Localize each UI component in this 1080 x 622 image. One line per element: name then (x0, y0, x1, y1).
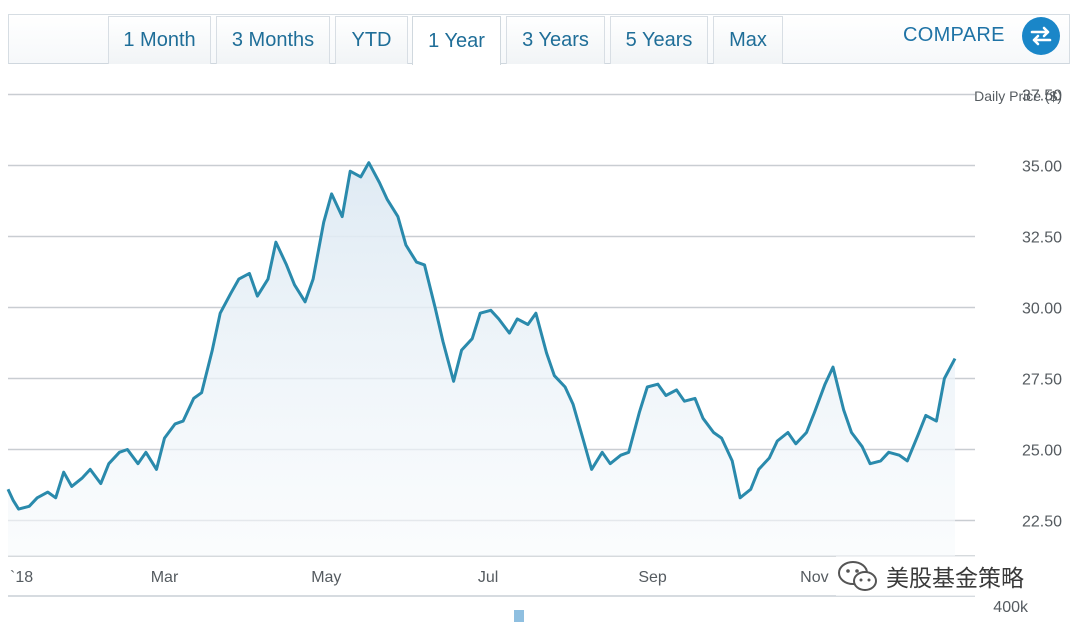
y-tick-label: 35.00 (1022, 159, 1062, 176)
price-area (8, 162, 955, 556)
tab-1-year[interactable]: 1 Year (412, 16, 501, 65)
x-tick-label: Nov (800, 569, 828, 586)
swap-arrows-icon[interactable] (1022, 17, 1060, 55)
tab-5-years[interactable]: 5 Years (610, 16, 708, 64)
x-tick-label: Sep (638, 569, 667, 586)
x-tick-label: Mar (151, 569, 179, 586)
y-tick-label: 30.00 (1022, 301, 1062, 318)
tab-3-years[interactable]: 3 Years (506, 16, 605, 64)
volume-axis-label: 400k (993, 599, 1029, 616)
watermark-text: 美股基金策略 (886, 566, 1024, 592)
tab-ytd[interactable]: YTD (335, 16, 408, 64)
y-tick-label: 27.50 (1022, 372, 1062, 389)
price-line (6, 161, 957, 511)
y-tick-label: 22.50 (1022, 514, 1062, 531)
watermark: 美股基金策略 (836, 556, 1024, 596)
x-tick-label: May (311, 569, 341, 586)
x-tick-label: `18 (10, 569, 33, 586)
y-axis-label: Daily Price ($) (974, 88, 1062, 104)
compare-button[interactable]: COMPARE (903, 24, 1005, 46)
wechat-icon (838, 561, 877, 591)
navigator-scroll-handle[interactable] (514, 610, 524, 622)
tab-3-months[interactable]: 3 Months (216, 16, 330, 64)
tab-1-month[interactable]: 1 Month (108, 16, 211, 64)
x-tick-label: Jul (478, 569, 498, 586)
y-tick-label: 25.00 (1022, 443, 1062, 460)
y-tick-label: 37.50 (1022, 88, 1062, 105)
tab-max[interactable]: Max (713, 16, 783, 64)
y-tick-label: 32.50 (1022, 230, 1062, 247)
